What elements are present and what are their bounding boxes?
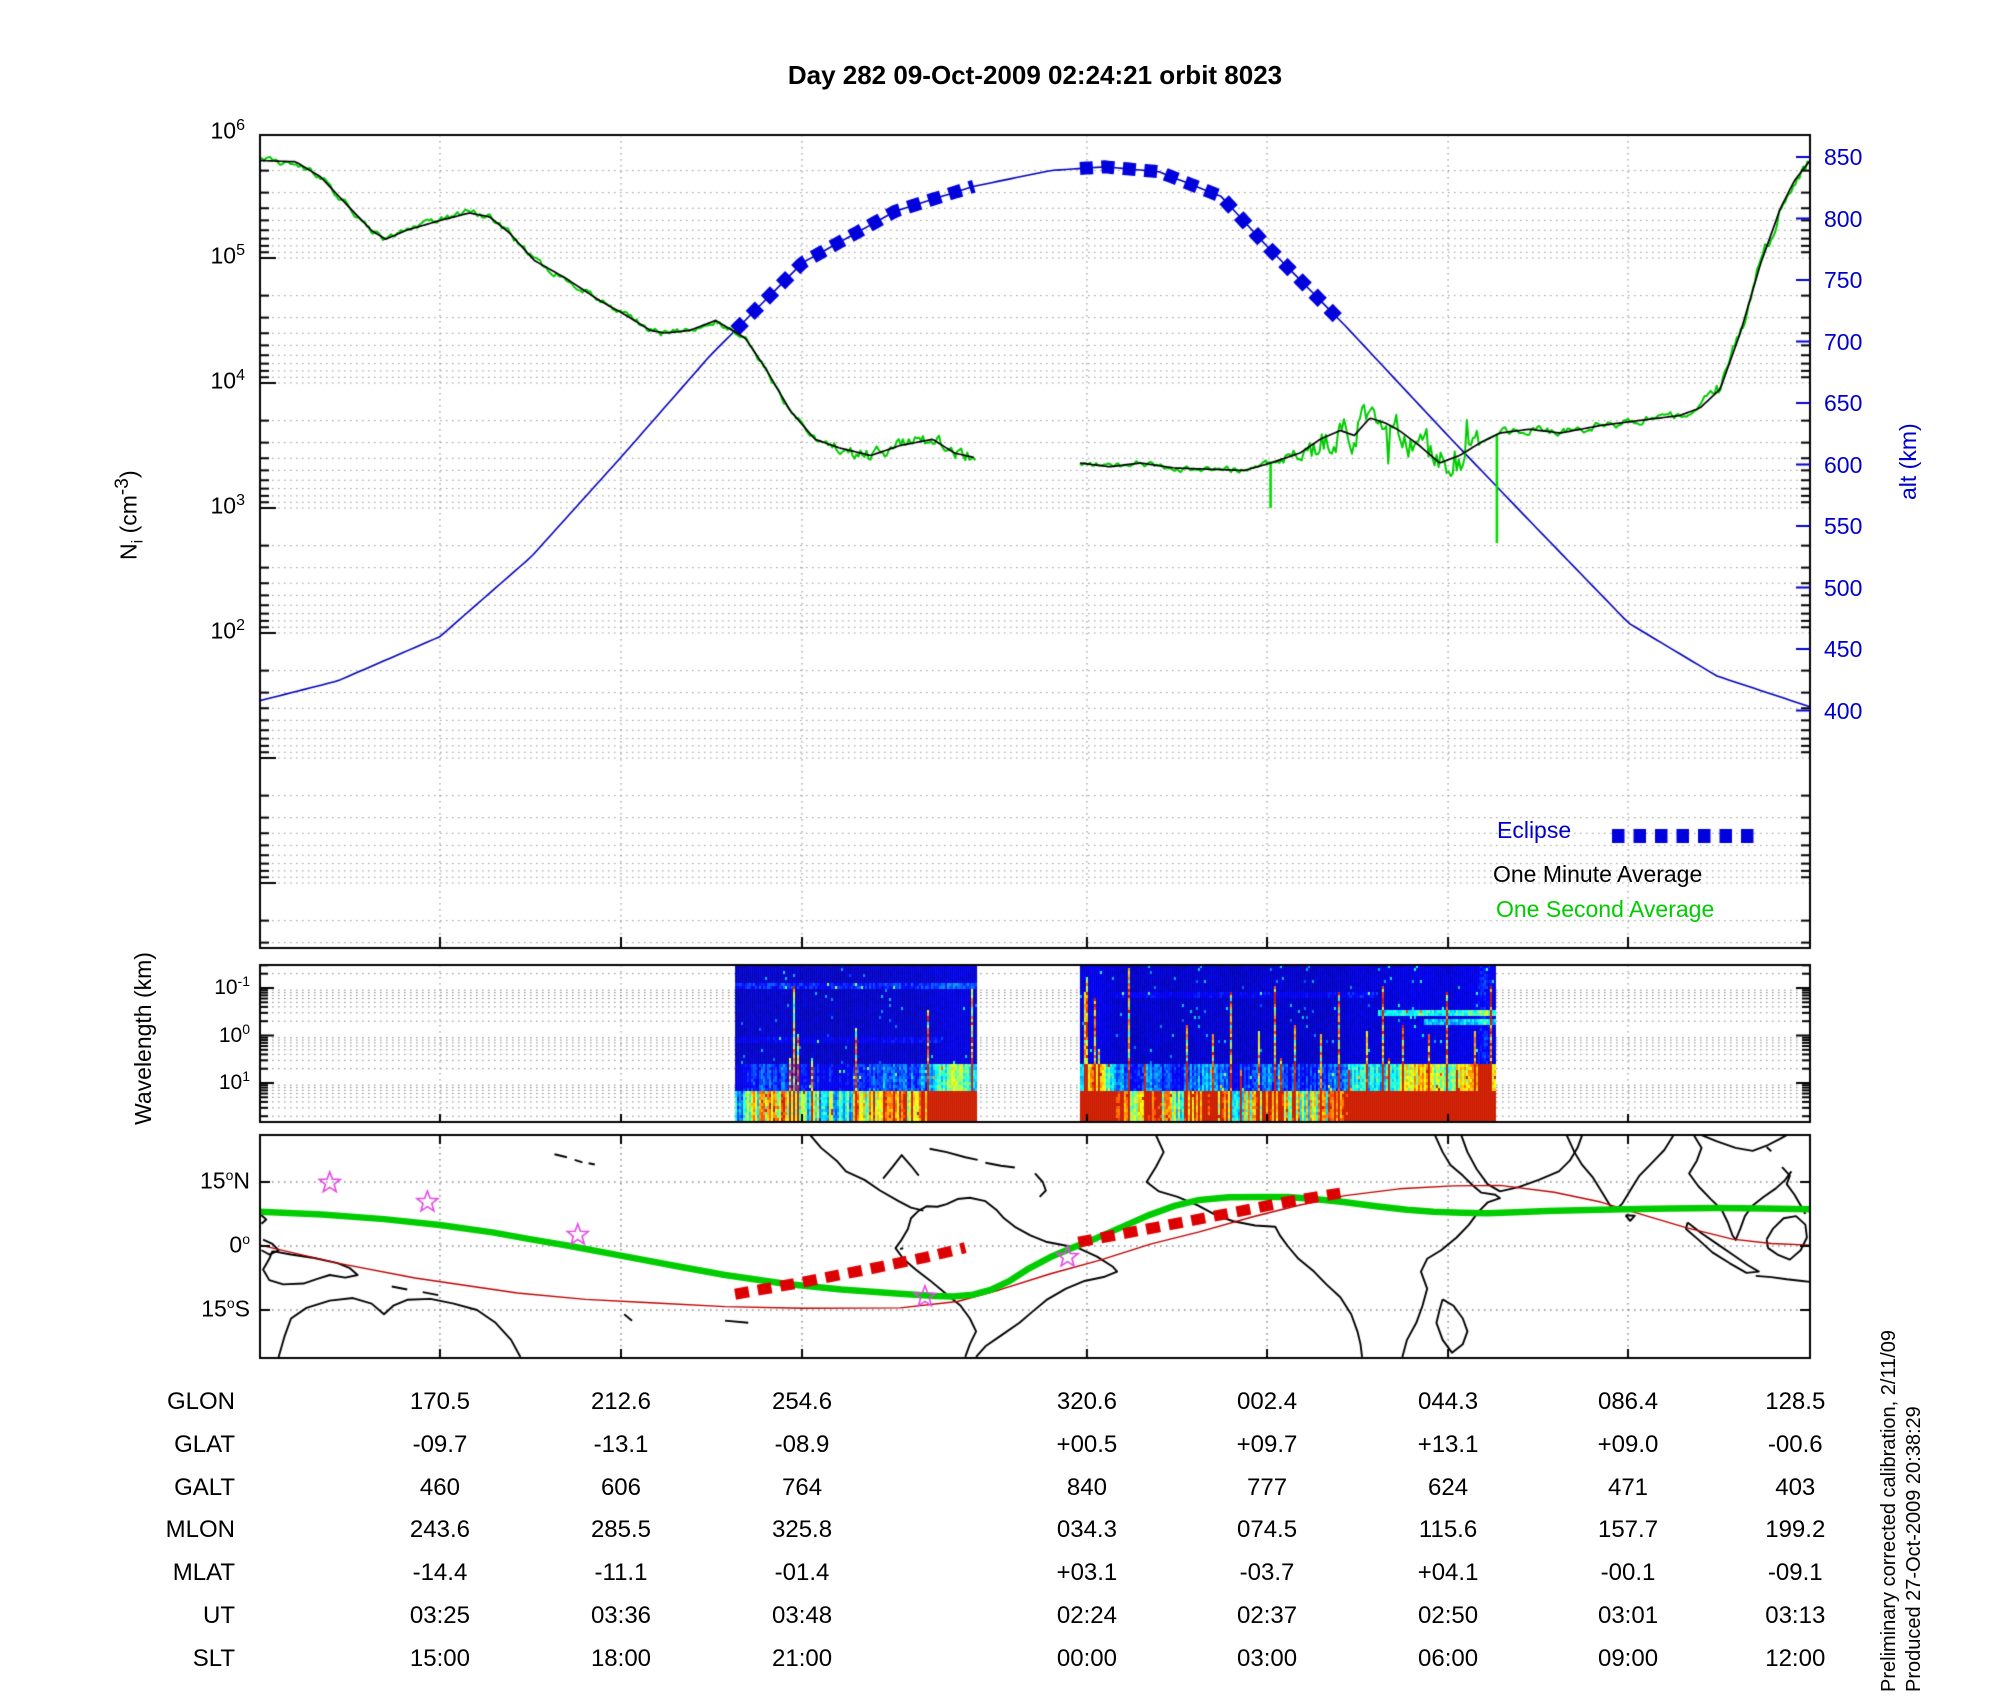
legend-one-minute-average: One Minute Average [1493,861,1703,887]
table-cell-glat-6: +09.0 [1597,1430,1659,1458]
table-cell-mlon-6: 157.7 [1597,1516,1659,1544]
table-row-label-glon: GLON [166,1388,235,1415]
table-cell-mlat-1: -11.1 [594,1559,648,1587]
table-cell-slt-2: 21:00 [772,1644,833,1672]
table-cell-mlon-7: 199.2 [1765,1516,1826,1544]
table-cell-galt-3: 840 [1066,1473,1107,1501]
calibration-note: Preliminary corrected calibration, 2/11/… [1878,1329,1900,1692]
wavelength-axis-label: Wavelength (km) [130,952,156,1125]
density-tick-1e3: 103 [210,492,246,519]
table-cell-glat-7: -00.6 [1767,1430,1823,1458]
table-cell-slt-3: 00:00 [1056,1644,1117,1672]
table-cell-ut-6: 03:01 [1597,1602,1659,1629]
altitude-tick-750: 750 [1824,267,1863,293]
table-cell-galt-1: 606 [600,1473,641,1501]
altitude-tick-500: 500 [1824,574,1863,601]
table-row-label-slt: SLT [192,1644,235,1672]
table-cell-slt-4: 03:00 [1237,1644,1298,1672]
table-cell-glon-5: 044.3 [1418,1388,1479,1415]
table-cell-mlon-0: 243.6 [409,1516,470,1544]
altitude-tick-450: 450 [1824,636,1863,662]
altitude-axis-label: alt (km) [1895,423,1921,500]
table-cell-glat-2: -08.9 [774,1430,830,1458]
map-lat-tick-0eq: 0o [229,1231,250,1258]
table-cell-slt-7: 12:00 [1765,1644,1826,1672]
table-cell-slt-0: 15:00 [409,1644,470,1672]
table-cell-glon-2: 254.6 [772,1388,833,1415]
altitude-tick-600: 600 [1824,451,1863,478]
legend-one-second-average: One Second Average [1496,896,1715,922]
table-cell-glat-4: +09.7 [1236,1430,1298,1458]
table-cell-glon-3: 320.6 [1056,1388,1117,1415]
altitude-tick-850: 850 [1824,144,1863,170]
altitude-tick-800: 800 [1824,205,1863,232]
table-cell-ut-3: 02:24 [1056,1602,1117,1629]
table-cell-glon-0: 170.5 [409,1388,470,1415]
table-cell-glon-4: 002.4 [1237,1388,1298,1415]
table-cell-mlat-6: -00.1 [1600,1559,1656,1587]
table-row-label-mlon: MLON [165,1516,235,1544]
table-row-label-ut: UT [203,1602,235,1629]
wavelength-tick-1e1: 101 [218,1068,250,1094]
legend-eclipse: Eclipse [1497,817,1572,843]
table-cell-galt-6: 471 [1607,1473,1649,1501]
table-cell-mlon-4: 074.5 [1237,1516,1298,1544]
table-cell-glon-6: 086.4 [1597,1388,1659,1415]
altitude-tick-400: 400 [1824,697,1863,724]
table-cell-mlat-3: +03.1 [1056,1559,1118,1587]
density-tick-1e6: 106 [210,117,246,144]
table-cell-ut-0: 03:25 [409,1602,470,1629]
produced-note: Produced 27-Oct-2009 20:38:29 [1903,1406,1925,1692]
density-axis-label: Ni (cm-3) [112,470,147,560]
table-cell-mlon-1: 285.5 [590,1516,652,1544]
table-cell-mlat-7: -09.1 [1767,1559,1823,1587]
table-cell-ut-1: 03:36 [590,1602,652,1629]
density-tick-1e5: 105 [210,242,246,269]
table-cell-galt-4: 777 [1247,1473,1288,1501]
table-cell-slt-6: 09:00 [1597,1644,1659,1672]
table-cell-galt-2: 764 [782,1473,823,1501]
table-cell-mlat-5: +04.1 [1417,1559,1479,1587]
table-cell-mlat-0: -14.4 [412,1559,468,1587]
table-cell-glon-1: 212.6 [590,1388,652,1415]
table-cell-ut-7: 03:13 [1765,1602,1826,1629]
table-cell-galt-0: 460 [419,1473,460,1501]
table-cell-slt-5: 06:00 [1418,1644,1479,1672]
table-cell-galt-5: 624 [1428,1473,1469,1501]
density-tick-1e4: 104 [210,367,246,394]
table-cell-glat-0: -09.7 [412,1430,468,1458]
wavelength-tick-1e-1: 10-1 [214,973,250,999]
table-row-label-mlat: MLAT [172,1559,235,1587]
altitude-tick-700: 700 [1824,328,1863,355]
table-cell-ut-5: 02:50 [1418,1602,1479,1629]
table-cell-mlat-4: -03.7 [1239,1559,1295,1587]
table-cell-mlon-2: 325.8 [772,1516,833,1544]
table-cell-mlon-3: 034.3 [1056,1516,1117,1544]
table-cell-glat-3: +00.5 [1056,1430,1118,1458]
table-row-label-glat: GLAT [174,1430,235,1458]
density-tick-1e2: 102 [210,617,246,644]
table-cell-glat-1: -13.1 [593,1430,649,1458]
table-cell-galt-7: 403 [1775,1473,1816,1501]
map-lat-tick-15S: 15oS [201,1295,250,1322]
table-cell-mlon-5: 115.6 [1418,1516,1478,1544]
table-cell-slt-1: 18:00 [590,1644,652,1672]
map-lat-tick-15N: 15oN [199,1166,250,1194]
table-row-label-galt: GALT [174,1473,235,1501]
wavelength-tick-1e0: 100 [218,1020,250,1047]
page-title: Day 282 09-Oct-2009 02:24:21 orbit 8023 [787,60,1283,90]
altitude-tick-550: 550 [1824,513,1863,539]
table-cell-glat-5: +13.1 [1417,1430,1479,1458]
altitude-tick-650: 650 [1824,390,1863,416]
table-cell-glon-7: 128.5 [1765,1388,1826,1415]
table-cell-ut-4: 02:37 [1237,1602,1298,1629]
table-cell-mlat-2: -01.4 [774,1559,830,1587]
table-cell-ut-2: 03:48 [772,1602,833,1629]
